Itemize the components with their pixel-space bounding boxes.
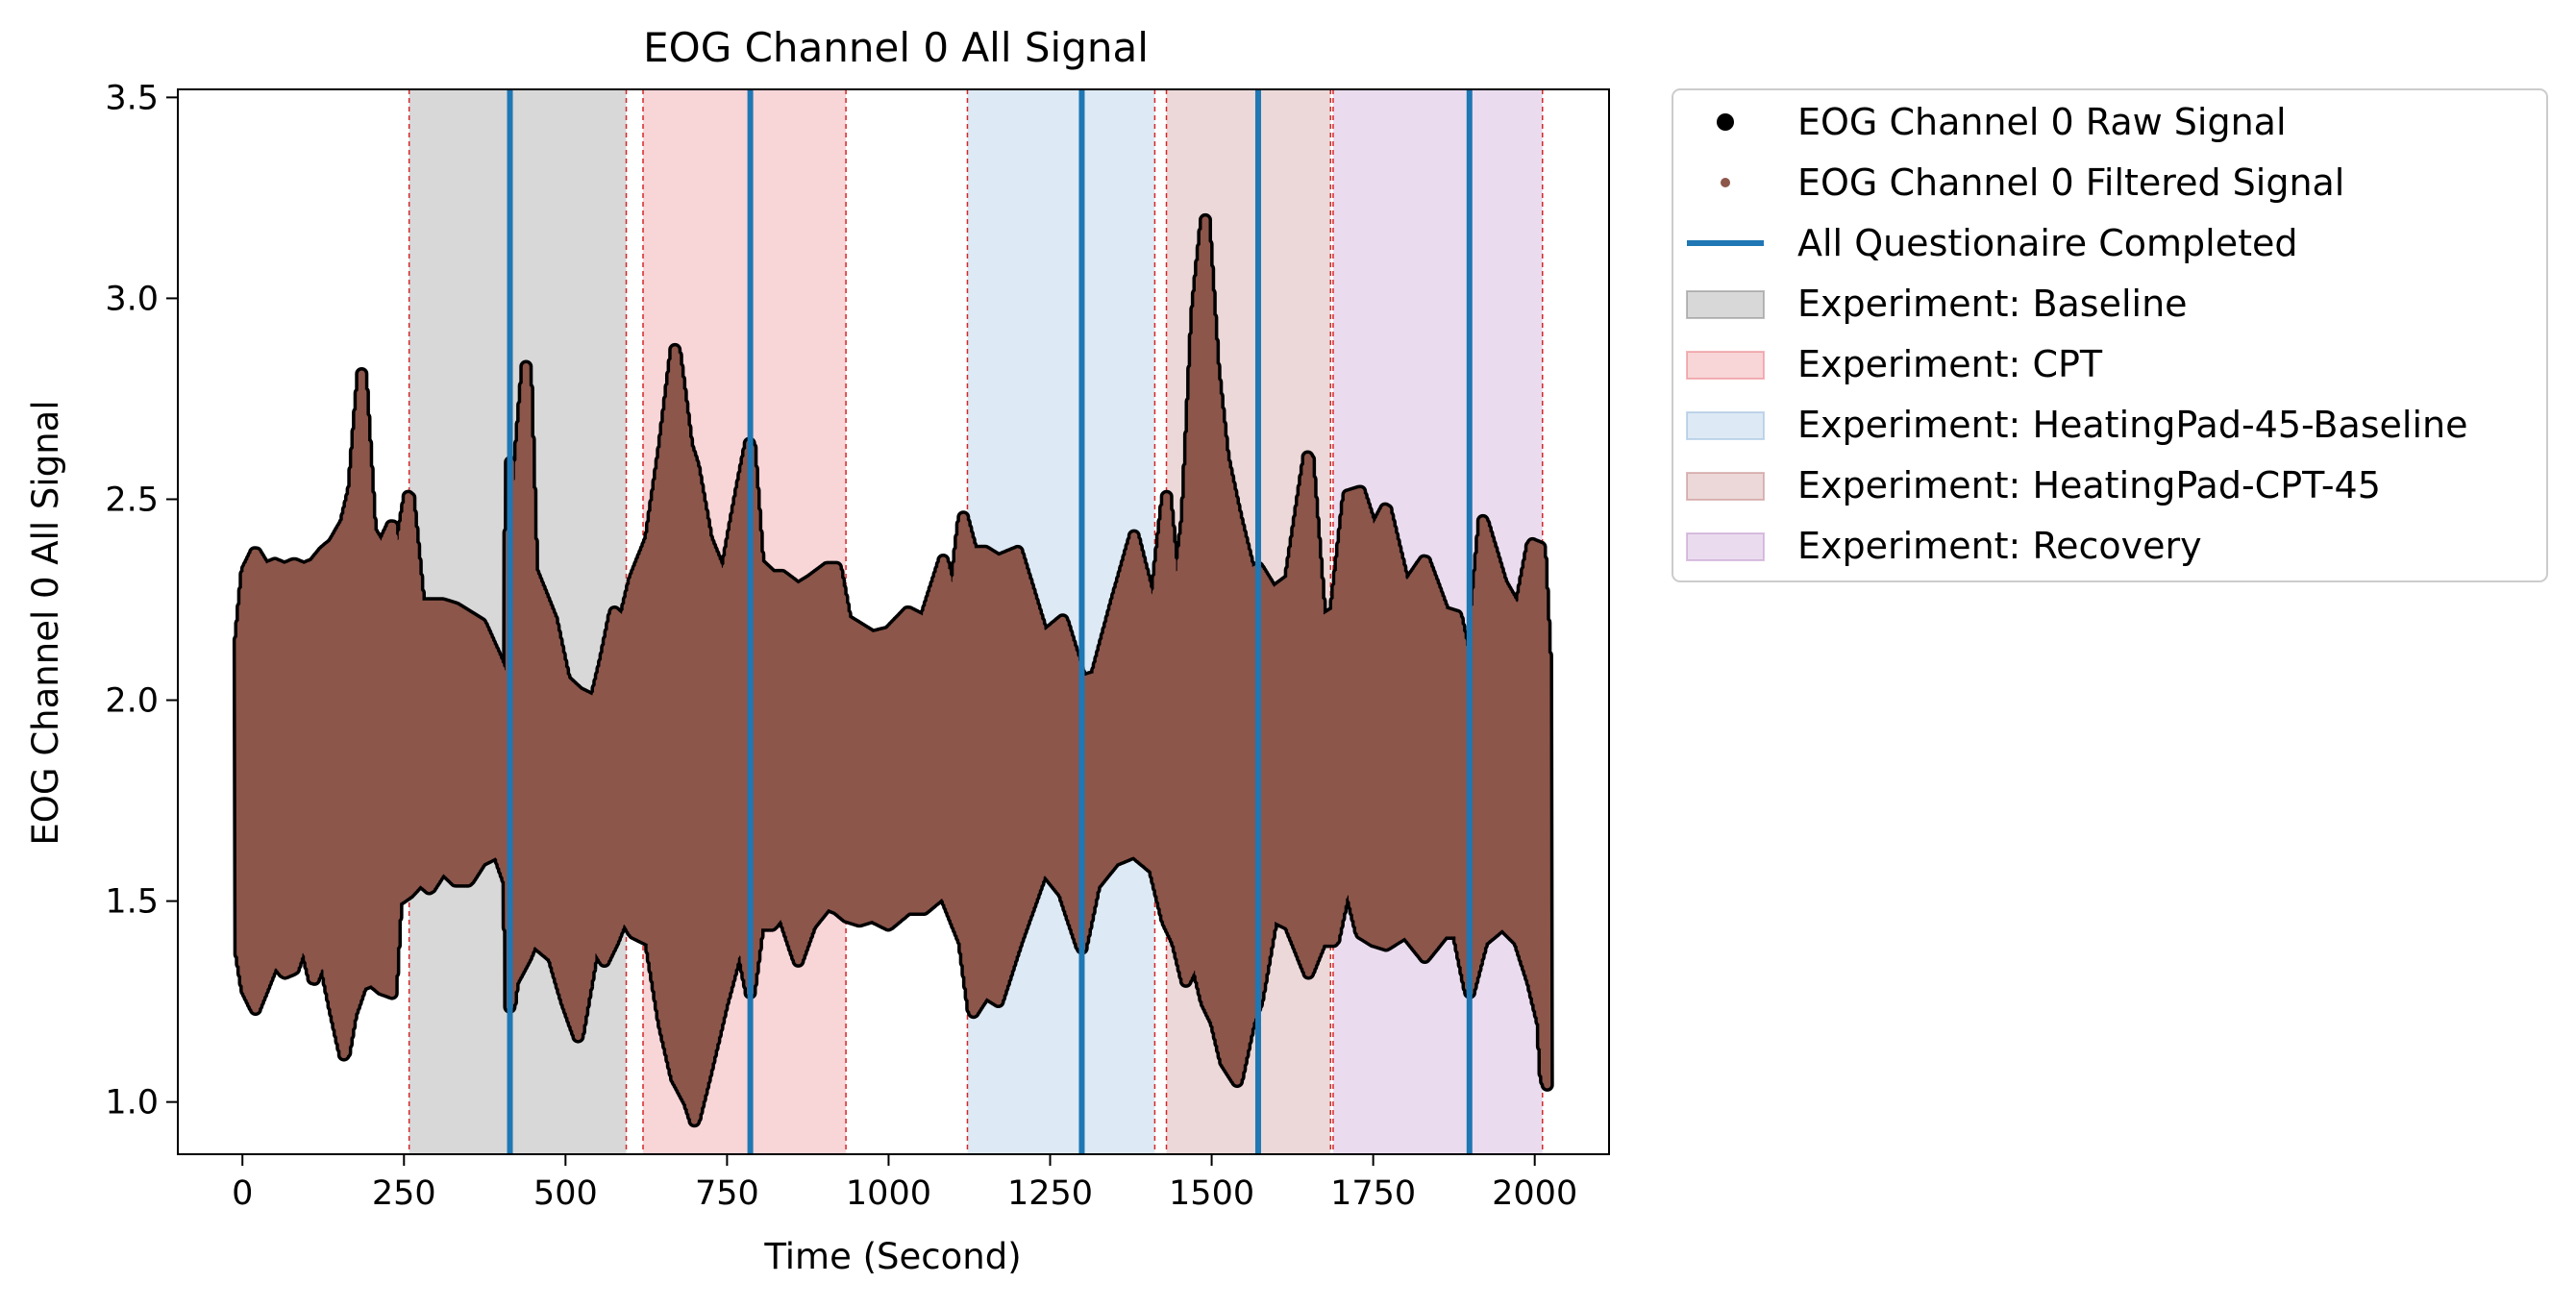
legend-marker-5 <box>1686 411 1765 440</box>
legend-label-4: Experiment: CPT <box>1797 343 2103 385</box>
legend-label-1: EOG Channel 0 Filtered Signal <box>1797 161 2344 204</box>
legend-label-0: EOG Channel 0 Raw Signal <box>1797 101 2287 143</box>
legend-marker-6 <box>1686 472 1765 501</box>
x-tick-label-8: 2000 <box>1492 1174 1577 1213</box>
questionnaire-markers <box>507 89 1473 1154</box>
legend-label-5: Experiment: HeatingPad-45-Baseline <box>1797 404 2468 446</box>
signal-traces <box>232 212 1554 1128</box>
x-axis: 0 250 500 750 1000 1250 1500 1750 2000 <box>232 1154 1577 1213</box>
legend-marker-3 <box>1686 290 1765 319</box>
legend-frame <box>1672 88 2548 582</box>
x-tick-label-0: 0 <box>232 1174 253 1213</box>
y-axis: 1.0 1.5 2.0 2.5 3.0 3.5 <box>105 79 178 1123</box>
legend: EOG Channel 0 Raw Signal EOG Channel 0 Fi… <box>1672 88 2548 582</box>
x-tick-label-5: 1250 <box>1007 1174 1093 1213</box>
legend-marker-1 <box>1721 178 1730 187</box>
legend-label-6: Experiment: HeatingPad-CPT-45 <box>1797 464 2381 506</box>
y-tick-label-3: 2.5 <box>105 481 159 519</box>
legend-marker-0 <box>1717 113 1734 131</box>
x-tick-label-4: 1000 <box>846 1174 931 1213</box>
x-tick-label-2: 500 <box>533 1174 598 1213</box>
y-tick-label-1: 1.5 <box>105 883 159 922</box>
y-tick-label-4: 3.0 <box>105 280 159 318</box>
x-tick-label-6: 1500 <box>1169 1174 1254 1213</box>
y-tick-label-2: 2.0 <box>105 682 159 721</box>
x-tick-label-1: 250 <box>372 1174 436 1213</box>
y-tick-label-0: 1.0 <box>105 1084 159 1123</box>
legend-label-7: Experiment: Recovery <box>1797 525 2202 567</box>
legend-marker-7 <box>1686 532 1765 561</box>
legend-label-2: All Questionaire Completed <box>1797 222 2298 264</box>
x-tick-label-3: 750 <box>695 1174 759 1213</box>
legend-marker-4 <box>1686 351 1765 380</box>
y-axis-title: EOG Channel 0 All Signal <box>25 400 66 845</box>
x-axis-title: Time (Second) <box>763 1236 1021 1277</box>
filtered-signal-trace <box>235 216 1551 1124</box>
legend-label-3: Experiment: Baseline <box>1797 283 2188 325</box>
chart-title: EOG Channel 0 All Signal <box>643 24 1149 71</box>
plot-frame <box>177 88 1610 1155</box>
y-tick-label-5: 3.5 <box>105 79 159 117</box>
x-tick-label-7: 1750 <box>1330 1174 1416 1213</box>
